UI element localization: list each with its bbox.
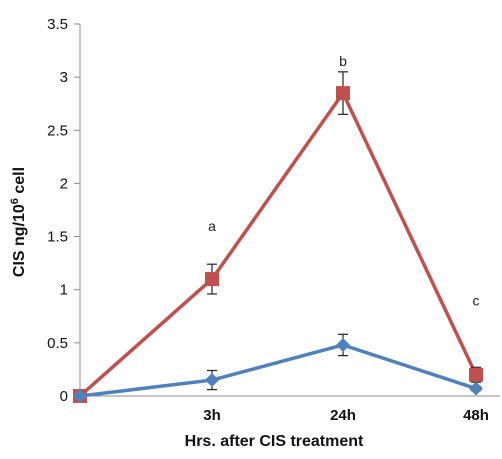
annotation-a: a bbox=[208, 218, 216, 234]
y-axis-title-tail: cell bbox=[11, 167, 28, 198]
y-axis-title-superscript: 6 bbox=[9, 198, 21, 204]
series-2 bbox=[73, 333, 483, 403]
data-point-square bbox=[336, 86, 350, 101]
series-1 bbox=[73, 71, 483, 403]
y-tick-label: 1.5 bbox=[47, 229, 68, 246]
y-tick-label: 1 bbox=[60, 282, 68, 299]
data-point-square bbox=[469, 367, 483, 382]
x-tick-label: 24h bbox=[330, 407, 356, 424]
x-tick-label: 48h bbox=[463, 407, 489, 424]
data-point-diamond bbox=[73, 389, 87, 403]
data-point-diamond bbox=[205, 373, 219, 388]
annotations: a b c bbox=[208, 53, 479, 308]
data-point-diamond bbox=[336, 337, 350, 352]
series-line bbox=[79, 343, 477, 398]
series-layer bbox=[73, 71, 483, 403]
annotation-b: b bbox=[339, 53, 347, 69]
data-point-diamond bbox=[469, 381, 483, 396]
y-tick-labels: 0 0.5 1 1.5 2 2.5 3 3.5 bbox=[47, 16, 68, 405]
y-tick-label: 2.5 bbox=[47, 122, 68, 139]
x-tick-label: 3h bbox=[203, 407, 221, 424]
y-tick-label: 2 bbox=[60, 175, 68, 192]
data-point-square bbox=[205, 272, 219, 287]
series-line bbox=[78, 91, 478, 398]
y-tick-label: 3.5 bbox=[47, 16, 68, 33]
annotation-c: c bbox=[473, 292, 480, 308]
y-axis-title-main: CIS ng/10 bbox=[11, 204, 28, 277]
y-tick-label: 0.5 bbox=[47, 335, 68, 352]
x-tick-labels: 3h 24h 48h bbox=[203, 407, 489, 424]
axes bbox=[74, 23, 500, 397]
y-tick-label: 0 bbox=[60, 388, 68, 405]
y-tick-label: 3 bbox=[60, 69, 68, 86]
y-axis-title: CIS ng/106 cell bbox=[9, 167, 28, 277]
x-axis-title: Hrs. after CIS treatment bbox=[185, 433, 364, 450]
